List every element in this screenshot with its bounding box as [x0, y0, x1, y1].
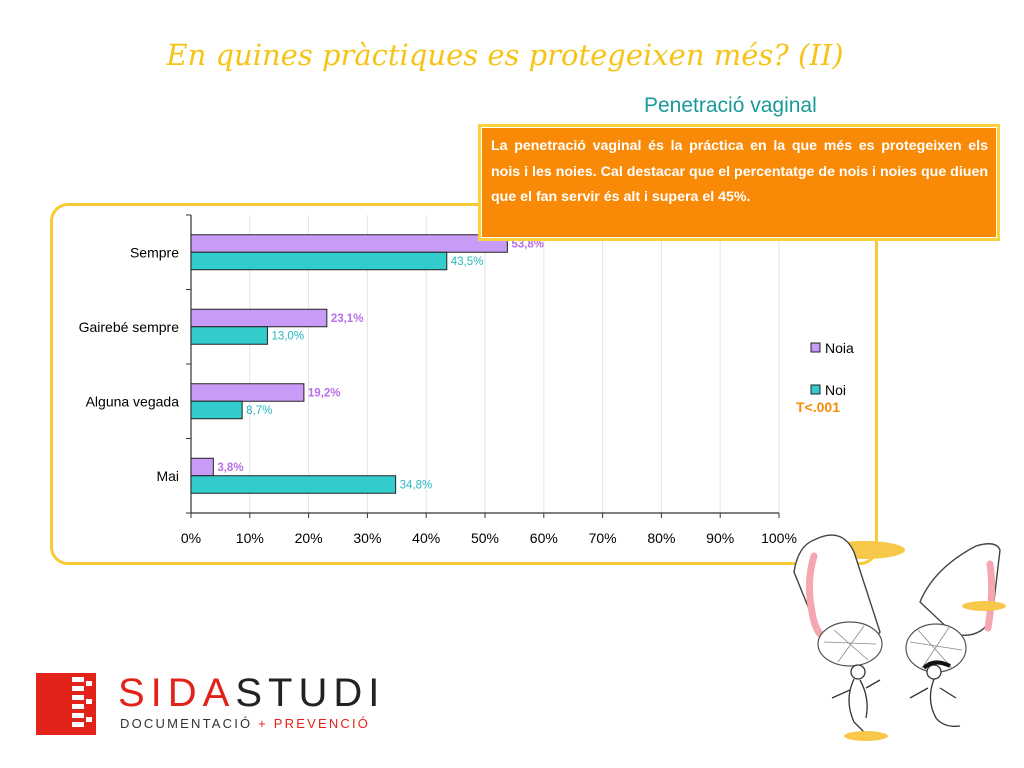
logo-tagline: DOCUMENTACIÓ + PREVENCIÓ [120, 716, 370, 731]
x-tick-label: 80% [647, 530, 675, 546]
callout-box: La penetració vaginal és la práctica en … [478, 124, 1000, 241]
data-label: 3,8% [217, 462, 243, 474]
x-tick-label: 10% [236, 530, 264, 546]
x-tick-label: 70% [589, 530, 617, 546]
bar-chart: 0% 10% 20% 30% 40% 50% 60% 70% 80% 90% 100% Sempre 5… [79, 214, 854, 546]
bar-noia [190, 383, 305, 402]
bar-noia [190, 457, 214, 477]
data-label: 53,8% [511, 239, 544, 251]
logo-mark-icon [36, 673, 96, 735]
legend-swatch [810, 384, 821, 395]
data-label: 23,1% [331, 313, 364, 325]
x-tick-label: 30% [353, 530, 381, 546]
bar-noia [190, 234, 508, 253]
condom-illustration-icon [793, 534, 1006, 741]
category-label: Alguna vegada [86, 393, 180, 409]
bar-noia [190, 308, 328, 328]
x-tick-label: 40% [412, 530, 440, 546]
legend-swatch [810, 342, 821, 353]
x-tick-label: 20% [295, 530, 323, 546]
bar-noi [190, 251, 448, 271]
logo-wordmark: SIDASTUDI [118, 671, 385, 716]
legend-label: Noi [825, 382, 846, 398]
significance-annotation: T<.001 [796, 399, 840, 415]
category-label: Sempre [130, 244, 179, 260]
bar-noi [190, 400, 243, 420]
chart-subtitle: Penetració vaginal [644, 94, 817, 117]
x-tick-label: 0% [181, 530, 201, 546]
legend-label: Noia [825, 340, 854, 356]
bar-noi [190, 475, 397, 494]
x-tick-label: 60% [530, 530, 558, 546]
data-label: 13,0% [271, 331, 304, 343]
logo-wordmark-studi: STUDI [235, 671, 386, 715]
data-label: 43,5% [451, 256, 484, 268]
page-title: En quines pràctiques es protegeixen més?… [166, 38, 844, 72]
x-tick-label: 90% [706, 530, 734, 546]
category-label: Mai [156, 468, 179, 484]
data-label: 8,7% [246, 405, 272, 417]
logo-tagline-plus: + [258, 716, 268, 731]
data-label: 34,8% [400, 480, 433, 492]
category-label: Gairebé sempre [79, 319, 180, 335]
logo-tagline-b: PREVENCIÓ [273, 716, 371, 731]
bar-noi [190, 326, 268, 345]
sidastudi-logo: SIDASTUDI DOCUMENTACIÓ + PREVENCIÓ [36, 671, 396, 735]
callout-text: La penetració vaginal és la práctica en … [481, 127, 997, 238]
x-tick-label: 100% [761, 530, 797, 546]
logo-tagline-a: DOCUMENTACIÓ [120, 716, 253, 731]
data-label: 19,2% [308, 388, 341, 400]
logo-wordmark-sida: SIDA [118, 671, 236, 715]
chart-panel [50, 203, 878, 565]
x-tick-label: 50% [471, 530, 499, 546]
